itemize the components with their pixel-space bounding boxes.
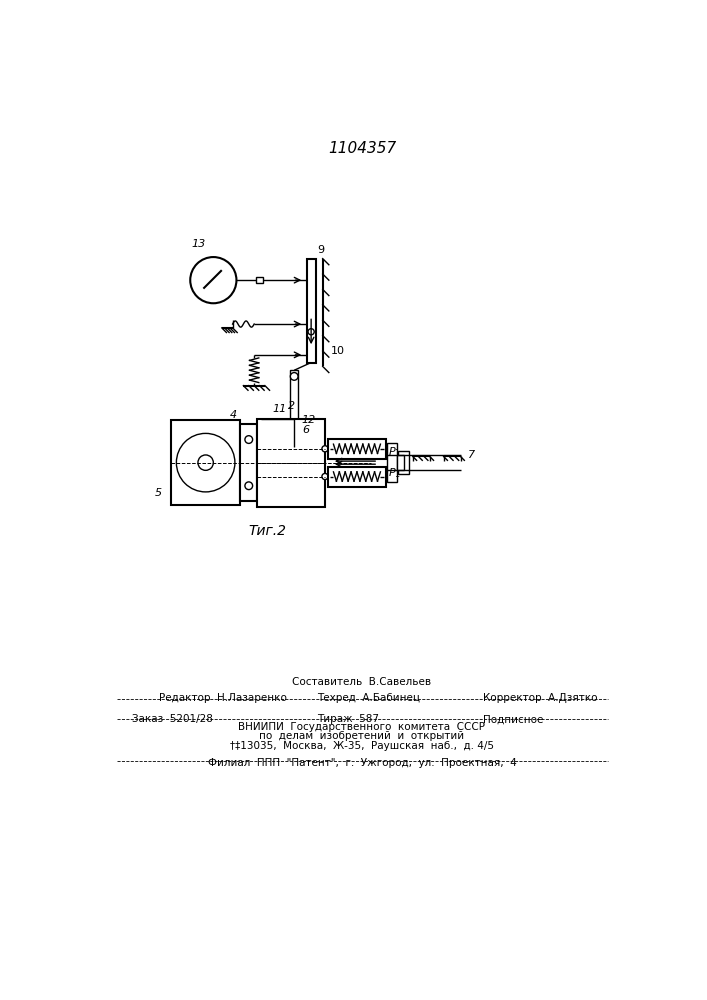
Bar	[240, 424, 257, 501]
Circle shape	[190, 257, 236, 303]
Text: 6: 6	[303, 425, 310, 435]
Bar	[397, 455, 404, 470]
Text: Заказ  5201/28: Заказ 5201/28	[132, 714, 214, 724]
Text: 13: 13	[192, 239, 206, 249]
Circle shape	[291, 373, 298, 380]
Bar	[328, 466, 386, 487]
Text: Τиг.2: Τиг.2	[248, 524, 286, 538]
Text: Составитель  В.Савельев: Составитель В.Савельев	[293, 677, 431, 687]
Bar	[256, 277, 264, 283]
Circle shape	[308, 329, 314, 335]
Circle shape	[245, 482, 252, 490]
Circle shape	[176, 433, 235, 492]
Text: Корректор  А.Дзятко: Корректор А.Дзятко	[483, 693, 597, 703]
Bar	[328, 439, 386, 459]
Bar	[291, 370, 298, 447]
Text: 9: 9	[317, 245, 325, 255]
Text: ВНИИПИ  Государственного  комитета  СССР: ВНИИПИ Государственного комитета СССР	[238, 722, 486, 732]
Text: 7: 7	[468, 450, 475, 460]
Bar	[307, 259, 316, 363]
Text: 10: 10	[330, 346, 344, 356]
Text: 1104357: 1104357	[328, 141, 396, 156]
Circle shape	[198, 455, 214, 470]
Text: по  делам  изобретений  и  открытий: по делам изобретений и открытий	[259, 731, 464, 741]
Text: 4: 4	[230, 410, 238, 420]
Bar	[257, 419, 325, 507]
Circle shape	[322, 473, 328, 480]
Text: Редактор  Н.Лазаренко: Редактор Н.Лазаренко	[160, 693, 287, 703]
Bar	[387, 443, 397, 482]
Text: $P_1$: $P_1$	[388, 466, 401, 480]
Text: $P_1$: $P_1$	[388, 445, 401, 459]
Bar	[171, 420, 240, 505]
Text: Филиал  ППП  "Патент",  г.  Ужгород,  ул.  Проектная,  4: Филиал ППП "Патент", г. Ужгород, ул. Про…	[208, 758, 516, 768]
Text: Подписное: Подписное	[483, 714, 543, 724]
Text: 2: 2	[288, 401, 295, 411]
Text: 12: 12	[302, 415, 316, 425]
Text: 5: 5	[155, 488, 162, 498]
Text: Техред  А.Бабинец: Техред А.Бабинец	[317, 693, 420, 703]
Circle shape	[291, 436, 298, 443]
Circle shape	[322, 446, 328, 452]
Text: 11: 11	[272, 404, 286, 414]
Circle shape	[245, 436, 252, 443]
Text: †‡13035,  Москва,  Ж-35,  Раушская  наб.,  д. 4/5: †‡13035, Москва, Ж-35, Раушская наб., д.…	[230, 741, 494, 751]
Bar	[398, 451, 409, 474]
Text: Тираж  587: Тираж 587	[317, 714, 379, 724]
